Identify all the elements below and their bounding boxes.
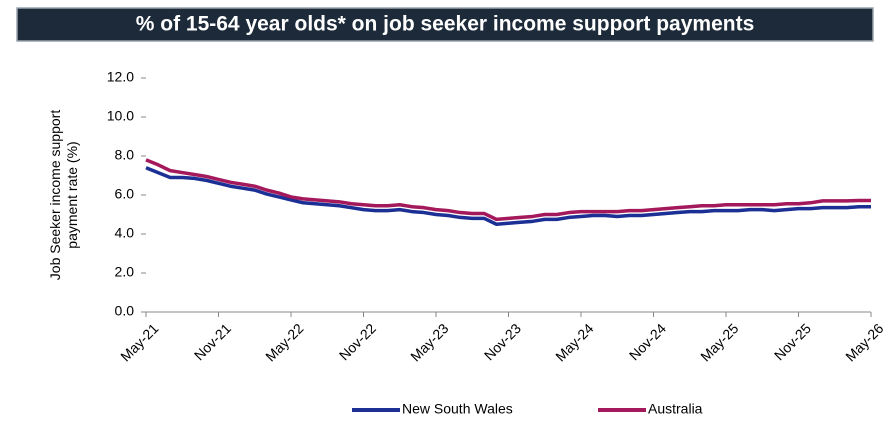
chart-title: % of 15-64 year olds* on job seeker inco… <box>136 13 755 36</box>
y-tick-label: 12.0 <box>107 69 134 85</box>
legend-label: Australia <box>648 401 703 417</box>
title-bar <box>16 7 874 42</box>
series-line <box>145 158 871 222</box>
x-tick-label: May-25 <box>697 320 741 364</box>
y-axis-label: payment rate (%) <box>64 141 80 248</box>
y-axis-label: Job Seeker income support <box>47 110 63 281</box>
x-tick-label: May-21 <box>117 320 161 364</box>
legend-label: New South Wales <box>402 401 513 417</box>
y-tick-label: 2.0 <box>115 264 135 280</box>
y-tick-label: 0.0 <box>115 303 135 319</box>
x-tick-label: Nov-23 <box>481 320 524 363</box>
y-tick-label: 8.0 <box>115 147 135 163</box>
y-tick-label: 4.0 <box>115 225 135 241</box>
x-tick-label: May-22 <box>262 320 306 364</box>
y-tick-label: 10.0 <box>107 108 134 124</box>
y-tick-label: 6.0 <box>115 186 135 202</box>
x-tick-label: Nov-21 <box>191 320 234 363</box>
x-tick-label: Nov-24 <box>626 320 669 363</box>
series-line <box>145 166 871 226</box>
x-tick-label: May-26 <box>842 320 886 364</box>
x-tick-label: Nov-22 <box>336 320 379 363</box>
x-tick-label: May-23 <box>407 320 451 364</box>
x-tick-label: Nov-25 <box>771 320 814 363</box>
x-tick-label: May-24 <box>552 320 596 364</box>
